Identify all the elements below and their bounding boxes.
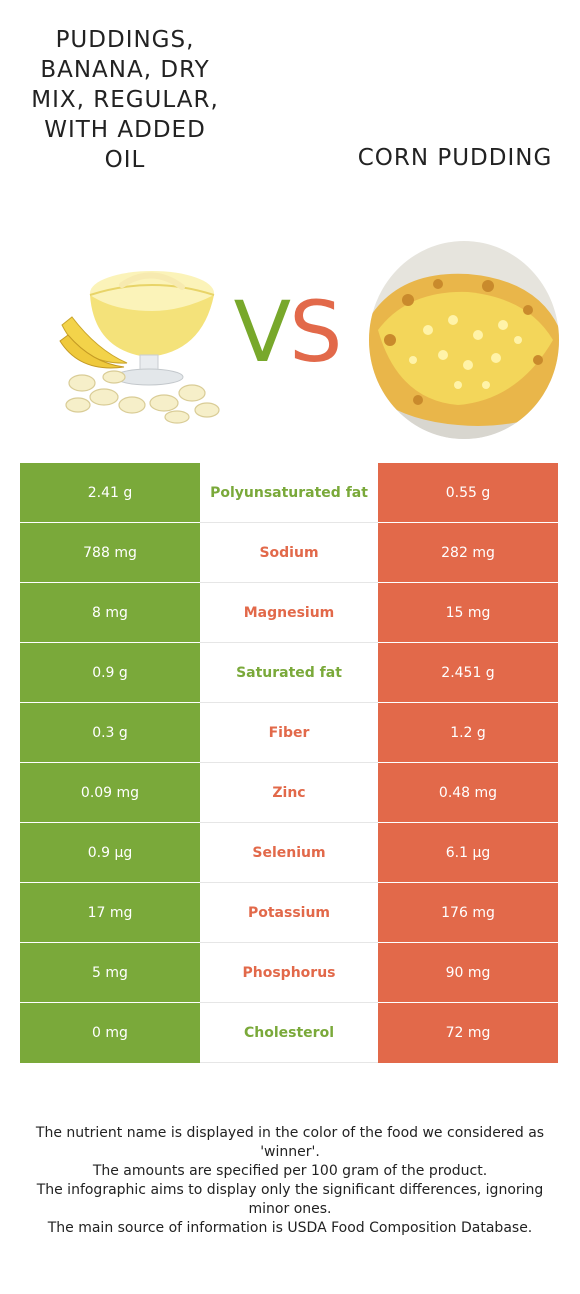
nutrient-name-cell: Sodium (200, 523, 378, 583)
nutrient-name-cell: Fiber (200, 703, 378, 763)
table-row: 0.3 g Fiber 1.2 g (20, 703, 558, 763)
right-value-cell: 176 mg (378, 883, 558, 943)
vs-v: V (233, 283, 291, 381)
vs-s: S (289, 283, 342, 381)
right-value-cell: 6.1 µg (378, 823, 558, 883)
left-value-cell: 0 mg (20, 1003, 200, 1063)
right-value-cell: 72 mg (378, 1003, 558, 1063)
banana-pudding-image (59, 271, 220, 424)
right-value-cell: 0.55 g (378, 463, 558, 523)
left-food-title: Puddings, banana, dry mix, regular, with… (31, 27, 219, 173)
left-value-cell: 2.41 g (20, 463, 200, 523)
table-row: 788 mg Sodium 282 mg (20, 523, 558, 583)
table-row: 0.9 g Saturated fat 2.451 g (20, 643, 558, 703)
footer-line-3: The infographic aims to display only the… (36, 1182, 544, 1217)
nutrient-name-cell: Cholesterol (200, 1003, 378, 1063)
nutrient-name-cell: Zinc (200, 763, 378, 823)
nutrient-name-cell: Polyunsaturated fat (200, 463, 378, 523)
table-row: 8 mg Magnesium 15 mg (20, 583, 558, 643)
right-value-cell: 2.451 g (378, 643, 558, 703)
nutrient-name-cell: Selenium (200, 823, 378, 883)
nutrient-name-cell: Saturated fat (200, 643, 378, 703)
left-value-cell: 0.9 g (20, 643, 200, 703)
table-row: 0.09 mg Zinc 0.48 mg (20, 763, 558, 823)
left-value-cell: 0.9 µg (20, 823, 200, 883)
nutrient-name-cell: Phosphorus (200, 943, 378, 1003)
footer-line-1: The nutrient name is displayed in the co… (35, 1125, 545, 1160)
left-value-cell: 788 mg (20, 523, 200, 583)
table-row: 17 mg Potassium 176 mg (20, 883, 558, 943)
nutrient-comparison-table: 2.41 g Polyunsaturated fat 0.55 g 788 mg Sod… (20, 463, 558, 1063)
right-value-cell: 282 mg (378, 523, 558, 583)
footer-line-4: The main source of information is USDA F… (47, 1220, 533, 1236)
table-row: 0.9 µg Selenium 6.1 µg (20, 823, 558, 883)
footer-notes: The nutrient name is displayed in the co… (30, 1124, 550, 1238)
left-value-cell: 5 mg (20, 943, 200, 1003)
right-value-cell: 1.2 g (378, 703, 558, 763)
right-value-cell: 15 mg (378, 583, 558, 643)
left-value-cell: 0.3 g (20, 703, 200, 763)
right-food-title: Corn pudding (357, 145, 553, 171)
left-value-cell: 8 mg (20, 583, 200, 643)
table-row: 5 mg Phosphorus 90 mg (20, 943, 558, 1003)
corn-pudding-image (369, 241, 559, 439)
nutrient-name-cell: Potassium (200, 883, 378, 943)
left-value-cell: 0.09 mg (20, 763, 200, 823)
nutrient-name-cell: Magnesium (200, 583, 378, 643)
right-value-cell: 90 mg (378, 943, 558, 1003)
table-row: 2.41 g Polyunsaturated fat 0.55 g (20, 463, 558, 523)
left-value-cell: 17 mg (20, 883, 200, 943)
footer-line-2: The amounts are specified per 100 gram o… (92, 1163, 488, 1179)
table-row: 0 mg Cholesterol 72 mg (20, 1003, 558, 1063)
right-value-cell: 0.48 mg (378, 763, 558, 823)
